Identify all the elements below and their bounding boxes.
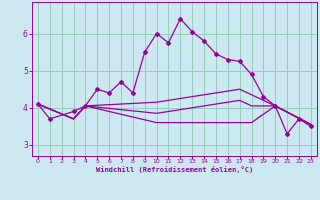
X-axis label: Windchill (Refroidissement éolien,°C): Windchill (Refroidissement éolien,°C) — [96, 166, 253, 173]
